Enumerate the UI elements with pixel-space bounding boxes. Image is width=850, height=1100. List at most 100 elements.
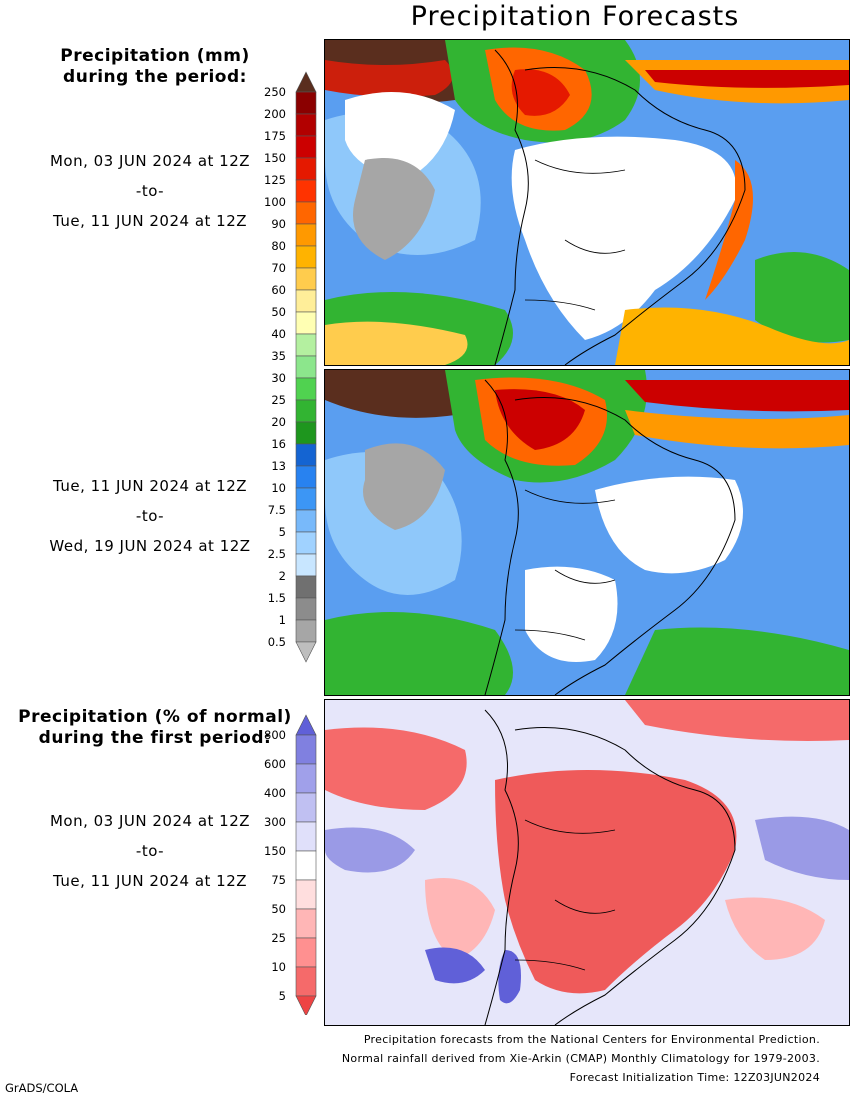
mm-swatch bbox=[295, 113, 317, 137]
pct-tick-label: 50 bbox=[271, 902, 286, 916]
mm-swatch bbox=[295, 333, 317, 357]
mm-tick-label: 200 bbox=[264, 107, 286, 121]
page-title: Precipitation Forecasts bbox=[410, 1, 740, 32]
mm-swatch bbox=[295, 179, 317, 203]
pct-swatch bbox=[295, 879, 317, 910]
mm-tick-label: 20 bbox=[271, 415, 286, 429]
mm-swatch bbox=[295, 223, 317, 247]
mm-tick-label: 16 bbox=[271, 437, 286, 451]
mm-tick-label: 40 bbox=[271, 327, 286, 341]
mm-tick-label: 70 bbox=[271, 261, 286, 275]
pct-swatch bbox=[295, 821, 317, 852]
mm-swatch bbox=[295, 399, 317, 423]
period2-separator: -to- bbox=[135, 507, 165, 525]
pct-legend-heading-line2: during the first period: bbox=[38, 728, 272, 748]
mm-legend-heading-line1: Precipitation (mm) bbox=[60, 46, 250, 66]
mm-swatch bbox=[295, 157, 317, 181]
period1-from: Mon, 03 JUN 2024 at 12Z bbox=[49, 152, 251, 170]
mm-tick-label: 30 bbox=[271, 371, 286, 385]
mm-swatch bbox=[295, 531, 317, 555]
pct-swatch bbox=[295, 792, 317, 823]
period2-to: Wed, 19 JUN 2024 at 12Z bbox=[49, 537, 251, 555]
mm-tick-label: 0.5 bbox=[267, 635, 286, 649]
mm-arrow-bottom bbox=[295, 641, 317, 663]
mm-swatch bbox=[295, 597, 317, 621]
pct-swatch bbox=[295, 850, 317, 881]
footer-line2: Normal rainfall derived from Xie-Arkin (… bbox=[341, 1052, 820, 1065]
mm-swatch bbox=[295, 575, 317, 599]
period3-from: Mon, 03 JUN 2024 at 12Z bbox=[49, 812, 251, 830]
mm-swatch bbox=[295, 487, 317, 511]
mm-swatch bbox=[295, 311, 317, 335]
mm-tick-label: 5 bbox=[278, 525, 286, 539]
pct-tick-label: 25 bbox=[271, 931, 286, 945]
mm-tick-label: 60 bbox=[271, 283, 286, 297]
mm-swatch bbox=[295, 465, 317, 489]
pct-tick-label: 75 bbox=[271, 873, 286, 887]
mm-tick-label: 35 bbox=[271, 349, 286, 363]
pct-legend-heading: Precipitation (% of normal) during the f… bbox=[5, 707, 305, 749]
footer-line3: Forecast Initialization Time: 12Z03JUN20… bbox=[569, 1071, 820, 1084]
mm-swatch bbox=[295, 553, 317, 577]
credit-label: GrADS/COLA bbox=[5, 1081, 79, 1095]
period3-separator: -to- bbox=[135, 842, 165, 860]
mm-swatch bbox=[295, 267, 317, 291]
mm-tick-label: 2.5 bbox=[267, 547, 286, 561]
map-panel-percent-of-normal bbox=[324, 699, 850, 1026]
mm-swatch bbox=[295, 355, 317, 379]
mm-arrow-top bbox=[295, 71, 317, 93]
mm-swatch bbox=[295, 377, 317, 401]
mm-colorbar bbox=[295, 71, 317, 663]
pct-swatch bbox=[295, 966, 317, 997]
mm-swatch bbox=[295, 245, 317, 269]
pct-swatch bbox=[295, 937, 317, 968]
pct-swatch bbox=[295, 734, 317, 765]
pct-tick-label: 150 bbox=[264, 844, 286, 858]
mm-tick-label: 1 bbox=[278, 613, 286, 627]
pct-arrow-top bbox=[295, 714, 317, 736]
mm-swatch bbox=[295, 421, 317, 445]
mm-tick-label: 1.5 bbox=[267, 591, 286, 605]
mm-tick-label: 150 bbox=[264, 151, 286, 165]
pct-arrow-bottom bbox=[295, 995, 317, 1015]
period1-to: Tue, 11 JUN 2024 at 12Z bbox=[52, 212, 248, 230]
pct-tick-label: 400 bbox=[264, 786, 286, 800]
mm-tick-label: 13 bbox=[271, 459, 286, 473]
mm-tick-label: 250 bbox=[264, 85, 286, 99]
pct-legend-heading-line1: Precipitation (% of normal) bbox=[18, 707, 292, 727]
footer-notes: Precipitation forecasts from the Nationa… bbox=[342, 1030, 820, 1087]
mm-swatch bbox=[295, 443, 317, 467]
pct-tick-label: 800 bbox=[264, 728, 286, 742]
pct-tick-label: 300 bbox=[264, 815, 286, 829]
pct-tick-label: 600 bbox=[264, 757, 286, 771]
period3-to: Tue, 11 JUN 2024 at 12Z bbox=[52, 872, 248, 890]
pct-swatch bbox=[295, 908, 317, 939]
footer-line1: Precipitation forecasts from the Nationa… bbox=[363, 1033, 820, 1046]
mm-swatch bbox=[295, 509, 317, 533]
mm-legend-heading: Precipitation (mm) during the period: bbox=[5, 46, 305, 88]
pct-tick-label: 10 bbox=[271, 960, 286, 974]
mm-swatch bbox=[295, 289, 317, 313]
mm-swatch bbox=[295, 201, 317, 225]
mm-tick-label: 100 bbox=[264, 195, 286, 209]
mm-tick-label: 25 bbox=[271, 393, 286, 407]
mm-tick-label: 50 bbox=[271, 305, 286, 319]
map-panel-period1 bbox=[324, 39, 850, 366]
mm-legend-heading-line2: during the period: bbox=[63, 67, 247, 87]
mm-tick-label: 90 bbox=[271, 217, 286, 231]
period2-from: Tue, 11 JUN 2024 at 12Z bbox=[52, 477, 248, 495]
mm-swatch bbox=[295, 135, 317, 159]
pct-tick-label: 5 bbox=[278, 989, 286, 1003]
mm-swatch bbox=[295, 91, 317, 115]
mm-tick-label: 80 bbox=[271, 239, 286, 253]
mm-tick-label: 175 bbox=[264, 129, 286, 143]
mm-tick-label: 10 bbox=[271, 481, 286, 495]
pct-colorbar bbox=[295, 714, 317, 1015]
mm-tick-label: 125 bbox=[264, 173, 286, 187]
pct-swatch bbox=[295, 763, 317, 794]
mm-tick-label: 7.5 bbox=[267, 503, 286, 517]
map-panel-period2 bbox=[324, 369, 850, 696]
mm-tick-label: 2 bbox=[278, 569, 286, 583]
mm-swatch bbox=[295, 619, 317, 643]
period1-separator: -to- bbox=[135, 182, 165, 200]
